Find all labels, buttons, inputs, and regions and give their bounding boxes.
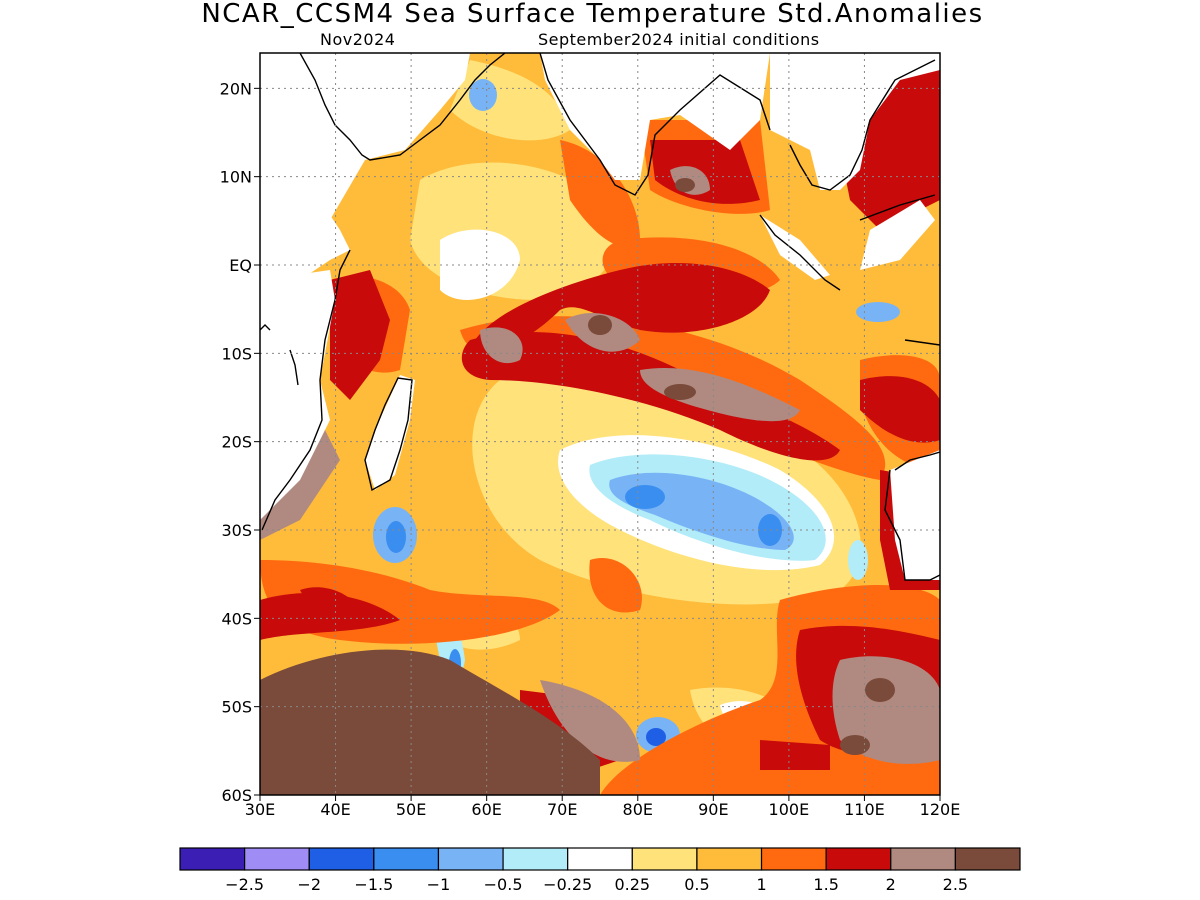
lon-tick-label: 100E <box>769 800 810 819</box>
warm-patch <box>589 558 642 613</box>
lon-tick-label: 50E <box>396 800 426 819</box>
lat-tick-label: 20N <box>220 79 252 98</box>
colorbar-swatch <box>244 847 310 871</box>
colorbar-tick-label: −2.5 <box>225 875 264 894</box>
colorbar-swatch <box>308 847 375 871</box>
warm-patch <box>560 140 640 247</box>
lon-tick-label: 90E <box>698 800 728 819</box>
initial-conditions: September2024 initial conditions <box>538 30 820 49</box>
land-africa-arabia <box>260 53 470 330</box>
lon-tick-label: 80E <box>623 800 653 819</box>
hot-patch <box>860 376 940 443</box>
extreme-core <box>588 315 612 335</box>
colorbar-tick-label: 0.5 <box>684 875 709 894</box>
extreme-core <box>664 384 696 400</box>
anomaly-patch <box>440 229 520 300</box>
lat-tick-label: 10S <box>221 344 252 363</box>
land-east-africa <box>260 53 365 280</box>
colorbar-tick-label: 1.5 <box>813 875 838 894</box>
map-frame <box>259 52 941 796</box>
longitude-axis: 30E 40E 50E 60E 70E 80E 90E 100E 110E 120E <box>245 795 961 819</box>
hot-patch <box>461 331 840 461</box>
map-title: NCAR_CCSM4 Sea Surface Temperature Std.A… <box>201 0 984 29</box>
lat-tick-label: 20S <box>221 433 252 452</box>
anomaly-field <box>260 53 940 795</box>
lon-tick-label: 70E <box>547 800 577 819</box>
latitude-axis: 20N 10N EQ 10S 20S 30S 40S 50S 60S <box>220 79 260 805</box>
land-sumatra <box>760 215 830 280</box>
lon-tick-label: 60E <box>471 800 501 819</box>
colorbar-swatch <box>567 847 633 871</box>
colorbar-tick-label: 2 <box>886 875 896 894</box>
cool-patch <box>469 79 497 111</box>
colorbar: −2.5 −2 −1.5 −1 −0.5 −0.25 0.25 0.5 1 1.5 2 2.5 <box>179 847 1021 894</box>
hot-patch <box>470 262 770 353</box>
colorbar-tick-label: −2 <box>297 875 321 894</box>
colorbar-swatch <box>825 847 892 871</box>
colorbar-swatch <box>373 847 440 871</box>
colorbar-swatch <box>502 847 569 871</box>
extreme-core <box>675 178 695 192</box>
forecast-month: Nov2024 <box>320 30 396 49</box>
extreme-core <box>865 678 895 702</box>
land-india <box>540 53 770 180</box>
colorbar-swatch <box>631 847 698 871</box>
cool-patch <box>856 302 900 322</box>
extreme-patch <box>640 368 800 422</box>
colorbar-swatch <box>696 847 763 871</box>
land-indochina <box>770 53 940 190</box>
extreme-patch <box>480 327 523 364</box>
extreme-patch <box>540 680 640 762</box>
colorbar-swatch <box>760 847 827 871</box>
extreme-core <box>840 735 870 755</box>
land-australia <box>890 450 940 580</box>
lon-tick-label: 120E <box>920 800 961 819</box>
land-mainland <box>260 270 335 520</box>
lat-tick-label: 40S <box>221 609 252 628</box>
land-madagascar <box>365 375 415 490</box>
coastlines <box>260 53 940 581</box>
hot-patch <box>330 270 390 400</box>
lat-tick-label: 10N <box>220 168 252 187</box>
colorbar-swatch <box>179 847 246 871</box>
colorbar-tick-label: −1.5 <box>354 875 393 894</box>
colorbar-tick-label: 1 <box>756 875 766 894</box>
cool-core <box>646 728 666 746</box>
colorbar-tick-label: 2.5 <box>943 875 968 894</box>
colorbar-swatch <box>437 847 504 871</box>
lon-tick-label: 30E <box>245 800 275 819</box>
cool-core <box>386 521 406 553</box>
colorbar-tick-label: −0.25 <box>543 875 592 894</box>
colorbar-swatch <box>890 847 956 871</box>
colorbar-tick-label: −0.5 <box>484 875 523 894</box>
hot-patch <box>260 592 400 640</box>
lat-tick-label: 50S <box>221 698 252 717</box>
cool-patch <box>848 540 868 580</box>
lon-tick-label: 40E <box>320 800 350 819</box>
hot-patch <box>300 587 360 617</box>
lat-tick-label: EQ <box>229 256 252 275</box>
lon-tick-label: 110E <box>844 800 885 819</box>
cool-core <box>625 485 665 509</box>
lat-tick-label: 30S <box>221 521 252 540</box>
extreme-core <box>260 649 600 795</box>
colorbar-tick-label: 0.25 <box>614 875 650 894</box>
lat-tick-label: 60S <box>221 786 252 805</box>
land-borneo <box>860 200 935 270</box>
graticule <box>260 53 940 795</box>
colorbar-swatch <box>954 847 1021 871</box>
colorbar-tick-label: −1 <box>427 875 451 894</box>
hot-patch <box>760 740 830 770</box>
